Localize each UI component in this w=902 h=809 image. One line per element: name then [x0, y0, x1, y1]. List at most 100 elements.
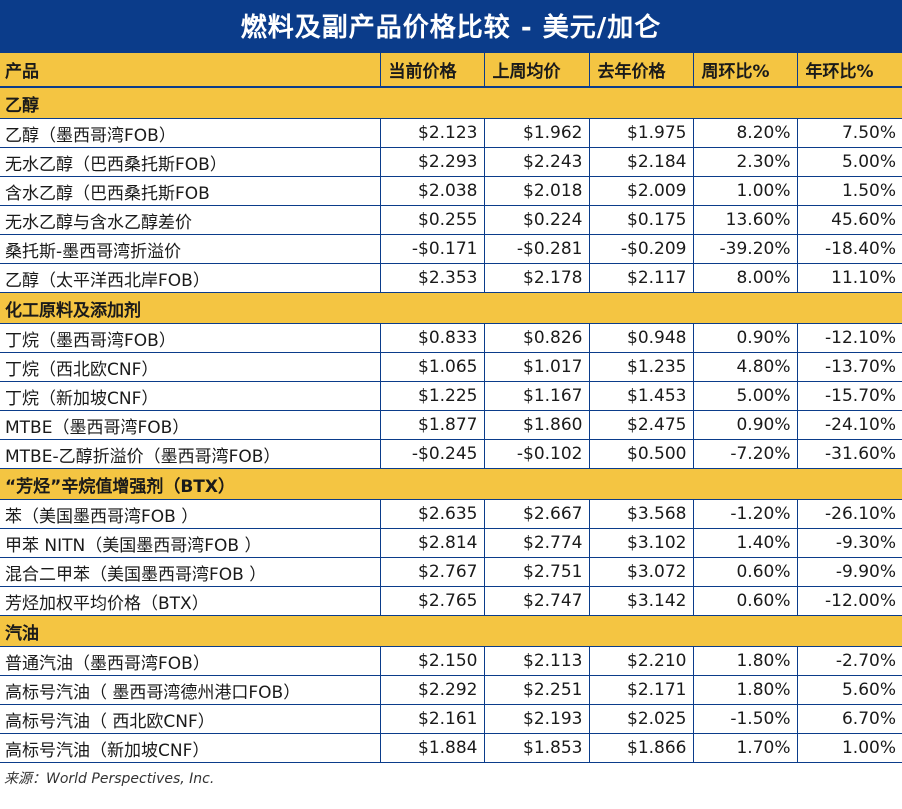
header-last-year-price: 去年价格 — [589, 51, 694, 88]
last-year-price-cell: $2.210 — [589, 646, 694, 676]
year-change-cell: 5.00% — [797, 147, 902, 177]
last-year-price-cell: $3.072 — [589, 557, 694, 587]
last-year-price-cell: $1.453 — [589, 381, 694, 411]
week-change-cell: -7.20% — [693, 439, 798, 469]
last-week-avg-cell: $2.747 — [484, 586, 590, 616]
section-header-row: 化工原料及添加剂 — [0, 292, 902, 324]
last-week-avg-cell: $0.224 — [484, 205, 590, 235]
last-week-avg-cell: $2.018 — [484, 176, 590, 206]
last-week-avg-cell: $1.962 — [484, 118, 590, 148]
week-change-cell: -1.50% — [693, 704, 798, 734]
table-row: MTBE（墨西哥湾FOB） $1.877 $1.860 $2.475 0.90% -24.… — [0, 410, 902, 440]
table-row: 普通汽油（墨西哥湾FOB） $2.150 $2.113 $2.210 1.80% -2.7… — [0, 646, 902, 676]
year-change-cell: 11.10% — [797, 263, 902, 293]
current-price-cell: -$0.171 — [380, 234, 485, 264]
week-change-cell: 4.80% — [693, 352, 798, 382]
last-week-avg-cell: $2.243 — [484, 147, 590, 177]
table-row: 含水乙醇（巴西桑托斯FOB $2.038 $2.018 $2.009 1.00% 1.50… — [0, 176, 902, 206]
product-name-cell: 无水乙醇（巴西桑托斯FOB） — [0, 147, 381, 177]
last-week-avg-cell: -$0.102 — [484, 439, 590, 469]
year-change-cell: -9.90% — [797, 557, 902, 587]
header-current-price: 当前价格 — [380, 51, 485, 88]
year-change-cell: 1.50% — [797, 176, 902, 206]
last-year-price-cell: $0.175 — [589, 205, 694, 235]
last-week-avg-cell: -$0.281 — [484, 234, 590, 264]
table-body: 乙醇 乙醇（墨西哥湾FOB） $2.123 $1.962 $1.975 8.20% 7.50… — [0, 87, 902, 763]
last-year-price-cell: $2.171 — [589, 675, 694, 705]
table-row: 乙醇（墨西哥湾FOB） $2.123 $1.962 $1.975 8.20% 7.50% — [0, 118, 902, 148]
year-change-cell: 45.60% — [797, 205, 902, 235]
current-price-cell: $1.065 — [380, 352, 485, 382]
section-header-row: “芳烃”辛烷值增强剂（BTX） — [0, 468, 902, 500]
product-name-cell: 高标号汽油（新加坡CNF） — [0, 733, 381, 763]
current-price-cell: $2.767 — [380, 557, 485, 587]
current-price-cell: -$0.245 — [380, 439, 485, 469]
product-name-cell: 混合二甲苯（美国墨西哥湾FOB ） — [0, 557, 381, 587]
week-change-cell: 13.60% — [693, 205, 798, 235]
table-row: 苯（美国墨西哥湾FOB ） $2.635 $2.667 $3.568 -1.20% -26… — [0, 499, 902, 529]
year-change-cell: -9.30% — [797, 528, 902, 558]
table-row: 丁烷（西北欧CNF） $1.065 $1.017 $1.235 4.80% -13.70% — [0, 352, 902, 382]
year-change-cell: -24.10% — [797, 410, 902, 440]
current-price-cell: $2.353 — [380, 263, 485, 293]
table-header-row: 产品 当前价格 上周均价 去年价格 周环比% 年环比% — [0, 51, 902, 88]
header-product: 产品 — [0, 51, 381, 88]
table-row: MTBE-乙醇折溢价（墨西哥湾FOB） -$0.245 -$0.102 $0.500-… — [0, 439, 902, 469]
current-price-cell: $2.293 — [380, 147, 485, 177]
product-name-cell: 含水乙醇（巴西桑托斯FOB — [0, 176, 381, 206]
product-name-cell: 高标号汽油（ 墨西哥湾德州港口FOB） — [0, 675, 381, 705]
last-year-price-cell: $0.948 — [589, 323, 694, 353]
current-price-cell: $1.884 — [380, 733, 485, 763]
week-change-cell: 1.00% — [693, 176, 798, 206]
week-change-cell: 0.60% — [693, 586, 798, 616]
year-change-cell: -31.60% — [797, 439, 902, 469]
table-row: 芳烃加权平均价格（BTX） $2.765 $2.747 $3.142 0.60% -12.… — [0, 586, 902, 616]
current-price-cell: $1.877 — [380, 410, 485, 440]
product-name-cell: 丁烷（新加坡CNF） — [0, 381, 381, 411]
product-name-cell: 普通汽油（墨西哥湾FOB） — [0, 646, 381, 676]
week-change-cell: 1.40% — [693, 528, 798, 558]
last-week-avg-cell: $2.751 — [484, 557, 590, 587]
year-change-cell: -26.10% — [797, 499, 902, 529]
week-change-cell: 8.00% — [693, 263, 798, 293]
week-change-cell: 0.60% — [693, 557, 798, 587]
last-week-avg-cell: $2.774 — [484, 528, 590, 558]
product-name-cell: 甲苯 NITN（美国墨西哥湾FOB ） — [0, 528, 381, 558]
product-name-cell: MTBE-乙醇折溢价（墨西哥湾FOB） — [0, 439, 381, 469]
last-year-price-cell: $1.235 — [589, 352, 694, 382]
last-week-avg-cell: $1.860 — [484, 410, 590, 440]
section-title: 汽油 — [0, 615, 902, 647]
product-name-cell: 乙醇（墨西哥湾FOB） — [0, 118, 381, 148]
week-change-cell: 2.30% — [693, 147, 798, 177]
current-price-cell: $2.292 — [380, 675, 485, 705]
last-year-price-cell: $1.975 — [589, 118, 694, 148]
table-row: 无水乙醇（巴西桑托斯FOB） $2.293 $2.243 $2.184 2.30% 5.0… — [0, 147, 902, 177]
week-change-cell: -39.20% — [693, 234, 798, 264]
table-row: 高标号汽油（新加坡CNF） $1.884 $1.853 $1.866 1.70% 1.00… — [0, 733, 902, 763]
product-name-cell: 丁烷（西北欧CNF） — [0, 352, 381, 382]
table-row: 高标号汽油（ 西北欧CNF） $2.161 $2.193 $2.025 -1.50% 6.… — [0, 704, 902, 734]
last-year-price-cell: $2.009 — [589, 176, 694, 206]
price-comparison-table: 产品 当前价格 上周均价 去年价格 周环比% 年环比% 乙醇 乙醇（墨西哥湾FOB… — [0, 51, 902, 763]
week-change-cell: 1.80% — [693, 675, 798, 705]
last-week-avg-cell: $0.826 — [484, 323, 590, 353]
product-name-cell: 桑托斯-墨西哥湾折溢价 — [0, 234, 381, 264]
table-row: 桑托斯-墨西哥湾折溢价 -$0.171 -$0.281 -$0.209 -39.20% -… — [0, 234, 902, 264]
week-change-cell: 0.90% — [693, 410, 798, 440]
section-header-row: 汽油 — [0, 615, 902, 647]
current-price-cell: $0.255 — [380, 205, 485, 235]
week-change-cell: -1.20% — [693, 499, 798, 529]
week-change-cell: 0.90% — [693, 323, 798, 353]
year-change-cell: 7.50% — [797, 118, 902, 148]
current-price-cell: $1.225 — [380, 381, 485, 411]
last-week-avg-cell: $1.853 — [484, 733, 590, 763]
current-price-cell: $0.833 — [380, 323, 485, 353]
product-name-cell: 芳烃加权平均价格（BTX） — [0, 586, 381, 616]
last-week-avg-cell: $2.193 — [484, 704, 590, 734]
table-row: 丁烷（新加坡CNF） $1.225 $1.167 $1.453 5.00% -15.70% — [0, 381, 902, 411]
section-title: “芳烃”辛烷值增强剂（BTX） — [0, 468, 902, 500]
last-week-avg-cell: $1.167 — [484, 381, 590, 411]
year-change-cell: 1.00% — [797, 733, 902, 763]
week-change-cell: 1.70% — [693, 733, 798, 763]
section-header-row: 乙醇 — [0, 87, 902, 119]
